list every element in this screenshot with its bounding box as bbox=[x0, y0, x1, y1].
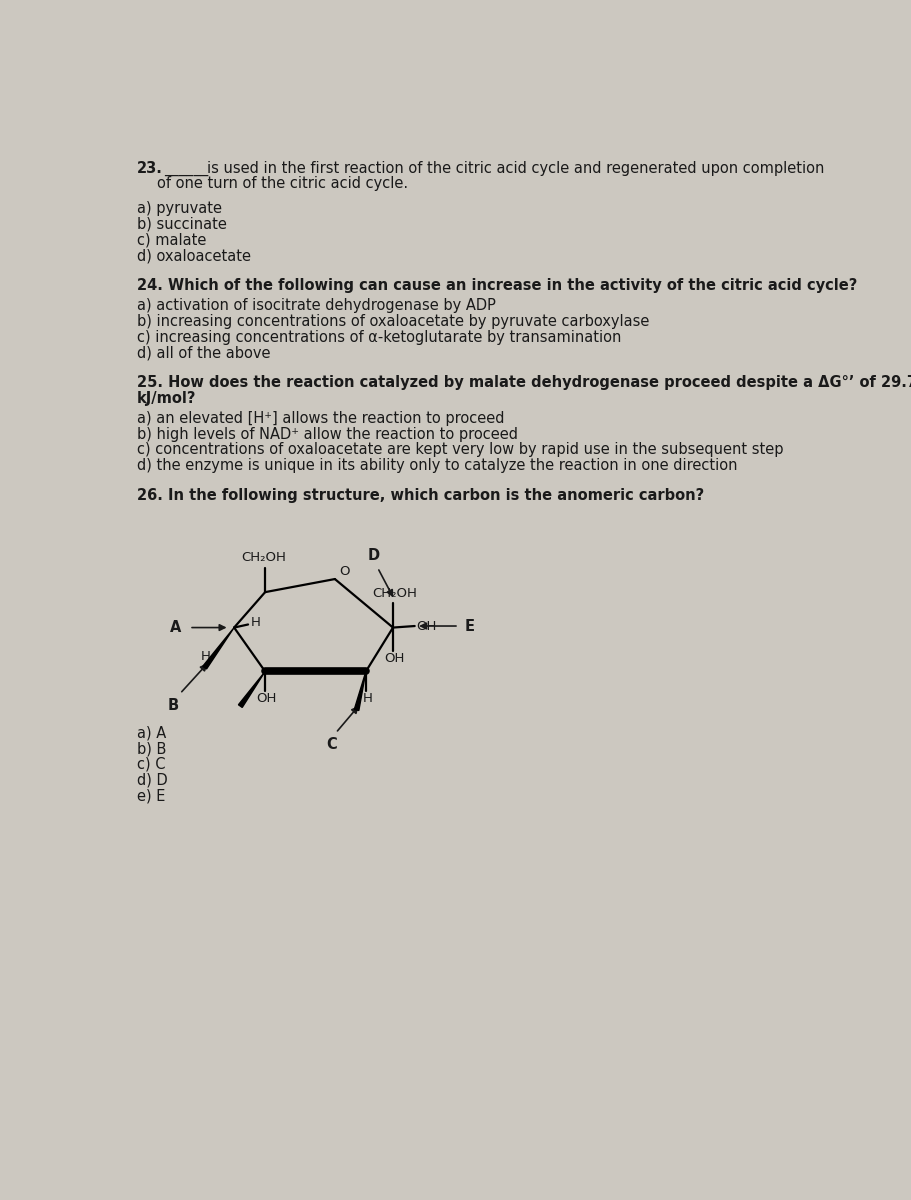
Text: 23.: 23. bbox=[137, 161, 163, 176]
Text: H: H bbox=[200, 650, 210, 664]
Text: OH: OH bbox=[415, 619, 436, 632]
Text: b) increasing concentrations of oxaloacetate by pyruvate carboxylase: b) increasing concentrations of oxaloace… bbox=[137, 313, 649, 329]
Text: b) high levels of NAD⁺ allow the reaction to proceed: b) high levels of NAD⁺ allow the reactio… bbox=[137, 426, 517, 442]
Text: a) A: a) A bbox=[137, 725, 167, 740]
Text: a) an elevated [H⁺] allows the reaction to proceed: a) an elevated [H⁺] allows the reaction … bbox=[137, 410, 504, 426]
Text: CH₂OH: CH₂OH bbox=[241, 552, 286, 564]
Polygon shape bbox=[238, 672, 265, 708]
Polygon shape bbox=[354, 672, 365, 710]
Text: O: O bbox=[338, 564, 349, 577]
Text: kJ/mol?: kJ/mol? bbox=[137, 391, 197, 406]
Text: b) B: b) B bbox=[137, 742, 167, 756]
Text: c) concentrations of oxaloacetate are kept very low by rapid use in the subseque: c) concentrations of oxaloacetate are ke… bbox=[137, 443, 783, 457]
Text: A: A bbox=[169, 620, 181, 635]
Text: d) all of the above: d) all of the above bbox=[137, 346, 271, 360]
Text: H: H bbox=[251, 617, 261, 630]
Text: a) pyruvate: a) pyruvate bbox=[137, 200, 222, 216]
Text: CH₂OH: CH₂OH bbox=[372, 587, 416, 600]
Text: e) E: e) E bbox=[137, 788, 166, 804]
Text: D: D bbox=[367, 548, 379, 563]
Text: is used in the first reaction of the citric acid cycle and regenerated upon comp: is used in the first reaction of the cit… bbox=[207, 161, 824, 176]
Text: ______: ______ bbox=[164, 161, 209, 176]
Text: of one turn of the citric acid cycle.: of one turn of the citric acid cycle. bbox=[157, 176, 407, 191]
Text: d) the enzyme is unique in its ability only to catalyze the reaction in one dire: d) the enzyme is unique in its ability o… bbox=[137, 458, 737, 473]
Text: H: H bbox=[362, 692, 372, 706]
Text: c) C: c) C bbox=[137, 757, 166, 772]
Text: E: E bbox=[465, 618, 475, 634]
Text: C: C bbox=[326, 737, 337, 752]
Text: 24. Which of the following can cause an increase in the activity of the citric a: 24. Which of the following can cause an … bbox=[137, 278, 856, 293]
Text: OH: OH bbox=[384, 653, 404, 665]
Text: B: B bbox=[168, 697, 179, 713]
Text: d) D: d) D bbox=[137, 773, 168, 787]
Text: d) oxaloacetate: d) oxaloacetate bbox=[137, 248, 251, 263]
Text: c) increasing concentrations of α-ketoglutarate by transamination: c) increasing concentrations of α-ketogl… bbox=[137, 330, 621, 344]
Polygon shape bbox=[202, 628, 234, 668]
Text: 25. How does the reaction catalyzed by malate dehydrogenase proceed despite a ΔG: 25. How does the reaction catalyzed by m… bbox=[137, 374, 911, 390]
Text: b) succinate: b) succinate bbox=[137, 217, 227, 232]
Text: OH: OH bbox=[256, 692, 277, 706]
Text: c) malate: c) malate bbox=[137, 233, 207, 247]
Text: a) activation of isocitrate dehydrogenase by ADP: a) activation of isocitrate dehydrogenas… bbox=[137, 298, 496, 313]
Text: 26. In the following structure, which carbon is the anomeric carbon?: 26. In the following structure, which ca… bbox=[137, 488, 703, 503]
